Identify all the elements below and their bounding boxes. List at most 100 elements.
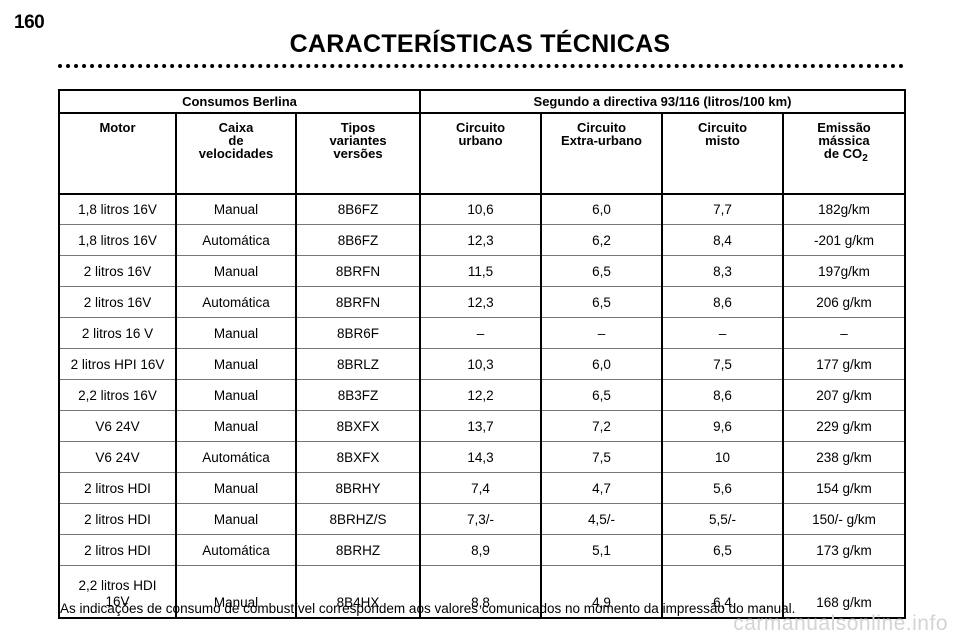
table-row: 2 litros 16 V Manual 8BR6F – – – – (58, 317, 907, 349)
col-header-urbano: Circuito urbano (419, 113, 542, 195)
table-row: 2 litros HDI Manual 8BRHZ/S 7,3/- 4,5/- 5,5/-… (58, 503, 907, 535)
cell-misto: 8,4 (661, 224, 784, 256)
col-header-motor: Motor (58, 113, 177, 195)
cell-misto: 6,4 (661, 565, 784, 619)
table-row: 2 litros 16V Manual 8BRFN 11,5 6,5 8,3 197g/km (58, 255, 907, 287)
table-row: 2 litros 16V Automática 8BRFN 12,3 6,5 8,6 206… (58, 286, 907, 318)
cell-tipo: 8B3FZ (295, 379, 421, 411)
cell-caixa: Automática (175, 534, 297, 566)
cell-caixa: Manual (175, 472, 297, 504)
cell-emissao: 177 g/km (781, 348, 907, 380)
cell-tipo: 8BRFN (295, 286, 421, 318)
cell-motor: 1,8 litros 16V (58, 194, 177, 225)
table-row: V6 24V Automática 8BXFX 14,3 7,5 10 238 g/km (58, 441, 907, 473)
cell-extra-urbano: 4,9 (540, 565, 663, 619)
cell-extra-urbano: – (540, 317, 663, 349)
group-header-directiva: Segundo a directiva 93/116 (litros/100 k… (418, 89, 907, 114)
cell-misto: 7,5 (661, 348, 784, 380)
page-title: CARACTERÍSTICAS TÉCNICAS (289, 30, 671, 58)
cell-urbano: 7,4 (419, 472, 542, 504)
cell-emissao: 168 g/km (781, 565, 907, 619)
cell-extra-urbano: 6,2 (540, 224, 663, 256)
cell-caixa: Automática (175, 224, 297, 256)
cell-misto: 6,5 (661, 534, 784, 566)
table-row: 1,8 litros 16V Automática 8B6FZ 12,3 6,2 8,4-… (58, 224, 907, 256)
cell-motor: V6 24V (58, 441, 177, 473)
group-header-consumos: Consumos Berlina (58, 89, 421, 114)
footnote: As indicações de consumo de combustível … (60, 601, 796, 616)
cell-emissao: 207 g/km (781, 379, 907, 411)
col-header-misto: Circuito misto (661, 113, 784, 195)
cell-tipo: 8BRHY (295, 472, 421, 504)
cell-motor: 1,8 litros 16V (58, 224, 177, 256)
cell-motor: 2 litros HDI (58, 534, 177, 566)
cell-caixa: Manual (175, 194, 297, 225)
cell-emissao: 229 g/km (781, 410, 907, 442)
cell-extra-urbano: 4,7 (540, 472, 663, 504)
cell-extra-urbano: 6,5 (540, 255, 663, 287)
col-header-extra-urbano: Circuito Extra-urbano (540, 113, 663, 195)
table-row: 2,2 litros 16V Manual 8B3FZ 12,2 6,5 8,6 207 g… (58, 379, 907, 411)
cell-caixa: Manual (175, 565, 297, 619)
page-number: 160 (14, 12, 45, 33)
table-column-header-row: Motor Caixa de velocidades Tipos variant… (58, 113, 907, 195)
table-row: 2 litros HPI 16V Manual 8BRLZ 10,3 6,0 7,5 177… (58, 348, 907, 380)
cell-tipo: 8BR6F (295, 317, 421, 349)
cell-motor: 2,2 litros 16V (58, 379, 177, 411)
table-row: 2 litros HDI Automática 8BRHZ 8,9 5,1 6,5 173 … (58, 534, 907, 566)
cell-urbano: 14,3 (419, 441, 542, 473)
cell-extra-urbano: 7,5 (540, 441, 663, 473)
cell-emissao: 197g/km (781, 255, 907, 287)
cell-urbano: – (419, 317, 542, 349)
col-header-caixa: Caixa de velocidades (175, 113, 297, 195)
cell-tipo: 8BRLZ (295, 348, 421, 380)
cell-caixa: Manual (175, 503, 297, 535)
cell-extra-urbano: 4,5/- (540, 503, 663, 535)
cell-urbano: 7,3/- (419, 503, 542, 535)
cell-extra-urbano: 6,5 (540, 286, 663, 318)
cell-caixa: Manual (175, 317, 297, 349)
cell-motor: 2 litros 16V (58, 255, 177, 287)
col-header-emissao: Emissão mássica de CO2 (781, 113, 907, 195)
cell-emissao: 182g/km (781, 194, 907, 225)
table-row: 1,8 litros 16V Manual 8B6FZ 10,6 6,0 7,7 182g/… (58, 194, 907, 225)
cell-urbano: 12,3 (419, 286, 542, 318)
cell-motor: 2 litros HPI 16V (58, 348, 177, 380)
cell-motor: 2 litros 16 V (58, 317, 177, 349)
cell-misto: 8,6 (661, 286, 784, 318)
cell-caixa: Manual (175, 410, 297, 442)
cell-urbano: 10,3 (419, 348, 542, 380)
table-group-header-row: Consumos Berlina Segundo a directiva 93/… (58, 89, 907, 114)
cell-misto: 10 (661, 441, 784, 473)
col-header-tipos: Tipos variantes versões (295, 113, 421, 195)
cell-tipo: 8BRHZ/S (295, 503, 421, 535)
cell-emissao: 150/- g/km (781, 503, 907, 535)
cell-extra-urbano: 7,2 (540, 410, 663, 442)
cell-urbano: 8,8 (419, 565, 542, 619)
cell-urbano: 8,9 (419, 534, 542, 566)
cell-tipo: 8B4HX (295, 565, 421, 619)
cell-caixa: Manual (175, 348, 297, 380)
cell-urbano: 11,5 (419, 255, 542, 287)
cell-motor: 2 litros HDI (58, 503, 177, 535)
cell-caixa: Manual (175, 379, 297, 411)
cell-emissao: 154 g/km (781, 472, 907, 504)
cell-extra-urbano: 6,5 (540, 379, 663, 411)
cell-tipo: 8B6FZ (295, 194, 421, 225)
cell-misto: 9,6 (661, 410, 784, 442)
cell-urbano: 12,3 (419, 224, 542, 256)
cell-misto: 7,7 (661, 194, 784, 225)
cell-urbano: 10,6 (419, 194, 542, 225)
cell-motor: 2 litros 16V (58, 286, 177, 318)
cell-motor: V6 24V (58, 410, 177, 442)
cell-extra-urbano: 5,1 (540, 534, 663, 566)
cell-motor: 2,2 litros HDI 16V (58, 565, 177, 619)
cell-tipo: 8BRFN (295, 255, 421, 287)
cell-emissao: – (781, 317, 907, 349)
table-row: V6 24V Manual 8BXFX 13,7 7,2 9,6 229 g/km (58, 410, 907, 442)
cell-extra-urbano: 6,0 (540, 194, 663, 225)
table-row: 2,2 litros HDI 16V Manual 8B4HX 8,8 4,9 … (58, 565, 907, 619)
cell-emissao: 238 g/km (781, 441, 907, 473)
cell-motor: 2 litros HDI (58, 472, 177, 504)
consumption-table: Consumos Berlina Segundo a directiva 93/… (58, 89, 907, 619)
